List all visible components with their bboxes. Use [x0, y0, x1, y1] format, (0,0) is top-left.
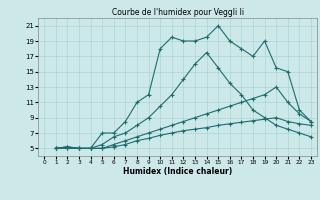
Title: Courbe de l'humidex pour Veggli Ii: Courbe de l'humidex pour Veggli Ii: [112, 8, 244, 17]
X-axis label: Humidex (Indice chaleur): Humidex (Indice chaleur): [123, 167, 232, 176]
